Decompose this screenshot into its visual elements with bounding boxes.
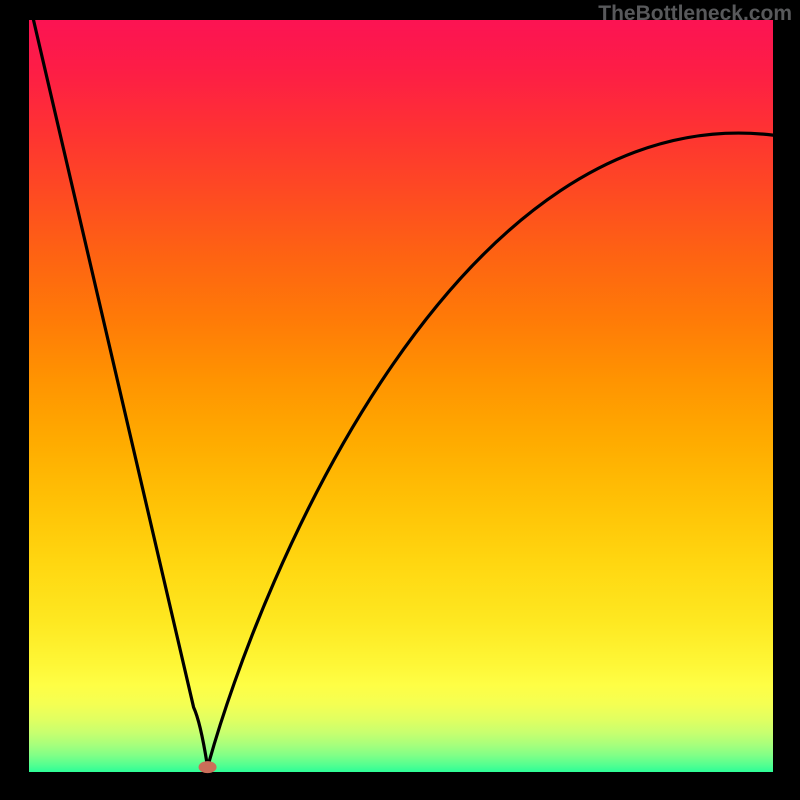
watermark-text: TheBottleneck.com bbox=[598, 2, 792, 26]
chart-svg bbox=[0, 0, 800, 800]
plot-area bbox=[29, 20, 773, 772]
chart-container: TheBottleneck.com bbox=[0, 0, 800, 800]
minimum-marker bbox=[199, 761, 217, 773]
